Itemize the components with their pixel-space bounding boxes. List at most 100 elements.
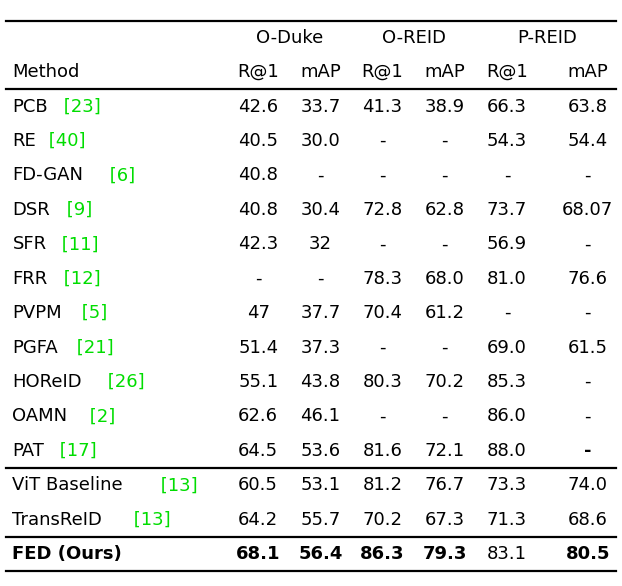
Text: DSR: DSR	[12, 201, 50, 219]
Text: RE: RE	[12, 132, 36, 150]
Text: SFR: SFR	[12, 236, 47, 253]
Text: -: -	[379, 132, 386, 150]
Text: [6]: [6]	[104, 166, 135, 185]
Text: [17]: [17]	[53, 442, 96, 460]
Text: [21]: [21]	[72, 339, 114, 356]
Text: 88.0: 88.0	[487, 442, 527, 460]
Text: 83.1: 83.1	[487, 545, 527, 563]
Text: Method: Method	[12, 63, 80, 81]
Text: 30.0: 30.0	[300, 132, 340, 150]
Text: 42.6: 42.6	[238, 98, 278, 115]
Text: ViT Baseline: ViT Baseline	[12, 476, 123, 494]
Text: 32: 32	[309, 236, 332, 253]
Text: 53.6: 53.6	[300, 442, 340, 460]
Text: [2]: [2]	[83, 407, 115, 425]
Text: -: -	[585, 236, 591, 253]
Text: 60.5: 60.5	[238, 476, 278, 494]
Text: -: -	[255, 270, 261, 288]
Text: [9]: [9]	[61, 201, 93, 219]
Text: -: -	[585, 373, 591, 391]
Text: mAP: mAP	[300, 63, 341, 81]
Text: [23]: [23]	[58, 98, 101, 115]
Text: 55.1: 55.1	[238, 373, 278, 391]
Text: -: -	[585, 407, 591, 425]
Text: -: -	[379, 339, 386, 356]
Text: [13]: [13]	[128, 511, 171, 529]
Text: -: -	[442, 132, 448, 150]
Text: 68.1: 68.1	[236, 545, 281, 563]
Text: 81.6: 81.6	[363, 442, 402, 460]
Text: [26]: [26]	[102, 373, 145, 391]
Text: mAP: mAP	[424, 63, 465, 81]
Text: 79.3: 79.3	[422, 545, 467, 563]
Text: 51.4: 51.4	[238, 339, 278, 356]
Text: -: -	[442, 407, 448, 425]
Text: 55.7: 55.7	[300, 511, 340, 529]
Text: 76.7: 76.7	[425, 476, 465, 494]
Text: 33.7: 33.7	[300, 98, 340, 115]
Text: [40]: [40]	[43, 132, 86, 150]
Text: 43.8: 43.8	[300, 373, 340, 391]
Text: -: -	[504, 304, 510, 322]
Text: OAMN: OAMN	[12, 407, 68, 425]
Text: 85.3: 85.3	[487, 373, 527, 391]
Text: 37.3: 37.3	[300, 339, 340, 356]
Text: -: -	[504, 166, 510, 185]
Text: O-Duke: O-Duke	[256, 29, 323, 47]
Text: -: -	[379, 407, 386, 425]
Text: 68.07: 68.07	[562, 201, 613, 219]
Text: 81.2: 81.2	[363, 476, 402, 494]
Text: FRR: FRR	[12, 270, 48, 288]
Text: 62.8: 62.8	[425, 201, 465, 219]
Text: 76.6: 76.6	[568, 270, 608, 288]
Text: R@1: R@1	[361, 63, 404, 81]
Text: 42.3: 42.3	[238, 236, 278, 253]
Text: TransReID: TransReID	[12, 511, 102, 529]
Text: 47: 47	[247, 304, 269, 322]
Text: 37.7: 37.7	[300, 304, 340, 322]
Text: 67.3: 67.3	[425, 511, 465, 529]
Text: O-REID: O-REID	[382, 29, 445, 47]
Text: 74.0: 74.0	[568, 476, 608, 494]
Text: 54.3: 54.3	[487, 132, 527, 150]
Text: -: -	[442, 166, 448, 185]
Text: -: -	[317, 270, 323, 288]
Text: R@1: R@1	[237, 63, 279, 81]
Text: -: -	[585, 304, 591, 322]
Text: 66.3: 66.3	[487, 98, 527, 115]
Text: 53.1: 53.1	[300, 476, 340, 494]
Text: 38.9: 38.9	[425, 98, 465, 115]
Text: FED (Ours): FED (Ours)	[12, 545, 122, 563]
Text: 61.5: 61.5	[568, 339, 608, 356]
Text: 64.5: 64.5	[238, 442, 278, 460]
Text: [13]: [13]	[155, 476, 198, 494]
Text: 40.5: 40.5	[238, 132, 278, 150]
Text: 61.2: 61.2	[425, 304, 465, 322]
Text: 56.9: 56.9	[487, 236, 527, 253]
Text: PAT: PAT	[12, 442, 44, 460]
Text: 70.2: 70.2	[425, 373, 465, 391]
Text: 71.3: 71.3	[487, 511, 527, 529]
Text: PGFA: PGFA	[12, 339, 58, 356]
Text: -: -	[317, 166, 323, 185]
Text: 80.5: 80.5	[565, 545, 610, 563]
Text: -: -	[379, 166, 386, 185]
Text: [11]: [11]	[57, 236, 99, 253]
Text: 80.3: 80.3	[363, 373, 402, 391]
Text: 68.6: 68.6	[568, 511, 608, 529]
Text: 70.2: 70.2	[363, 511, 402, 529]
Text: [5]: [5]	[77, 304, 108, 322]
Text: 46.1: 46.1	[300, 407, 340, 425]
Text: 68.0: 68.0	[425, 270, 465, 288]
Text: 63.8: 63.8	[568, 98, 608, 115]
Text: -: -	[442, 339, 448, 356]
Text: PVPM: PVPM	[12, 304, 62, 322]
Text: PCB: PCB	[12, 98, 48, 115]
Text: 86.0: 86.0	[487, 407, 527, 425]
Text: P-REID: P-REID	[518, 29, 577, 47]
Text: 81.0: 81.0	[487, 270, 527, 288]
Text: 64.2: 64.2	[238, 511, 278, 529]
Text: [12]: [12]	[58, 270, 101, 288]
Text: 70.4: 70.4	[363, 304, 402, 322]
Text: 62.6: 62.6	[238, 407, 278, 425]
